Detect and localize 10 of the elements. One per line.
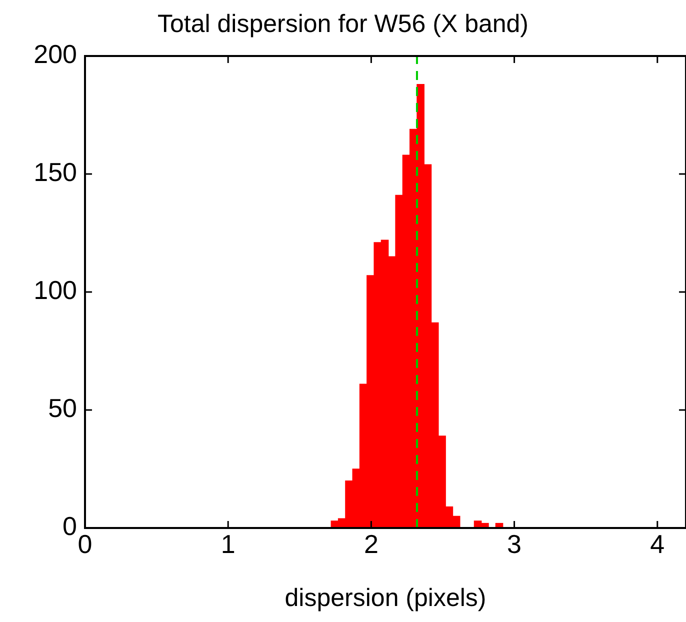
x-tick-label: 2 xyxy=(364,528,378,559)
y-tick-label: 100 xyxy=(34,275,77,306)
y-tick-label: 50 xyxy=(48,393,77,424)
x-tick-label: 3 xyxy=(507,528,522,559)
y-tick-label: 150 xyxy=(34,157,77,188)
x-axis-title: dispersion (pixels) xyxy=(284,584,486,612)
x-tick-label: 4 xyxy=(650,528,665,559)
x-tick-label: 1 xyxy=(220,528,236,559)
chart-title: Total dispersion for W56 (X band) xyxy=(157,10,529,38)
y-tick-label: 200 xyxy=(34,39,77,70)
